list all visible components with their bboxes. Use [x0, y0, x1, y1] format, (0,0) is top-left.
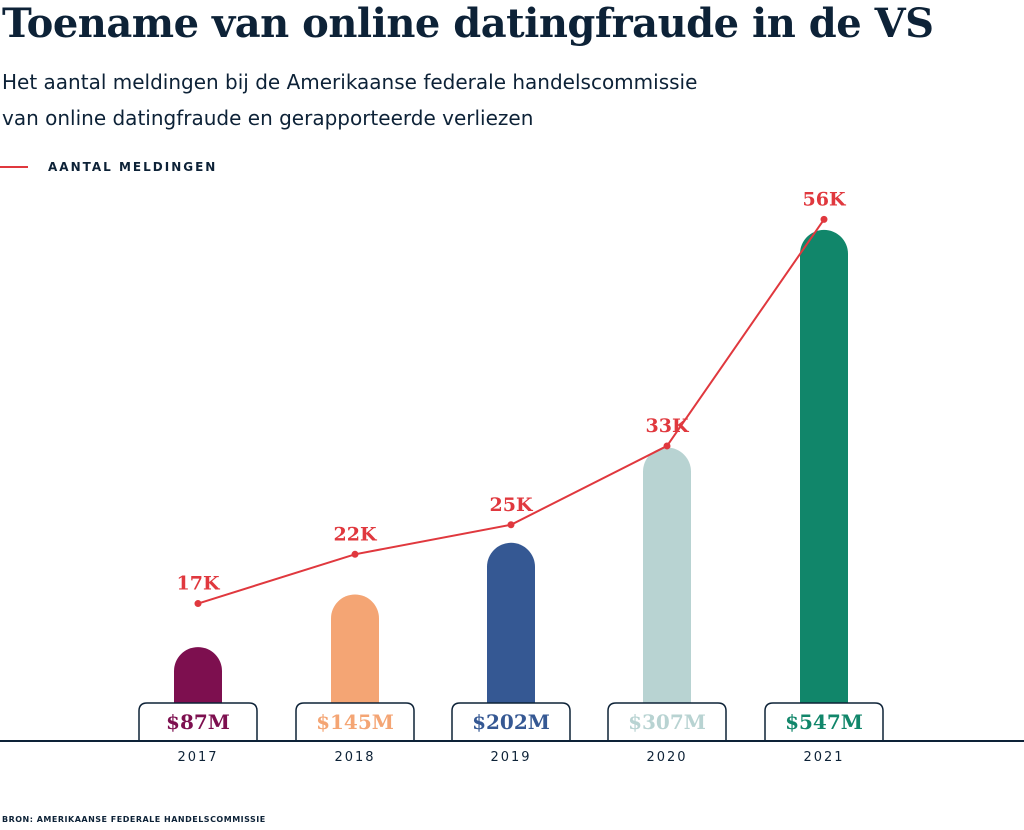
bar-value-label: $87M: [166, 710, 230, 734]
legend-label: AANTAL MELDINGEN: [48, 160, 218, 174]
x-tick-label: 2018: [334, 750, 375, 765]
x-tick-label: 2017: [177, 750, 218, 765]
bar-value-label: $145M: [316, 710, 394, 734]
line-point: [820, 215, 828, 223]
line-point: [663, 442, 671, 450]
subtitle-line-2: van online datingfraude en gerapporteerd…: [2, 106, 534, 130]
chart-title: Toename van online datingfraude in de VS: [2, 0, 934, 47]
x-tick-label: 2021: [803, 750, 844, 765]
bar: [800, 229, 848, 741]
bar-value-label: $547M: [785, 710, 863, 734]
bar-label-box: [607, 702, 727, 741]
bar-value-label: $307M: [628, 710, 706, 734]
bar: [487, 542, 535, 741]
line-point-label: 25K: [490, 494, 534, 516]
line-point-label: 33K: [646, 415, 690, 437]
line-point: [507, 521, 515, 529]
bar-label-box: [451, 702, 571, 741]
x-tick-label: 2020: [646, 750, 687, 765]
subtitle-line-1: Het aantal meldingen bij de Amerikaanse …: [2, 70, 698, 94]
bar-value-label: $202M: [472, 710, 550, 734]
bar-label-box: [764, 702, 884, 741]
line-point-label: 22K: [334, 523, 378, 545]
line-point-label: 56K: [803, 188, 847, 210]
bar: [643, 447, 691, 741]
source-note: BRON: AMERIKAANSE FEDERALE HANDELSCOMMIS…: [2, 815, 266, 824]
line-point: [194, 600, 202, 608]
bar-label-box: [138, 702, 258, 741]
bar-label-box: [295, 702, 415, 741]
legend: AANTAL MELDINGEN: [0, 160, 217, 174]
line-point: [351, 550, 359, 558]
line-point-label: 17K: [177, 573, 221, 595]
legend-line-swatch: [0, 166, 28, 168]
x-tick-label: 2019: [490, 750, 531, 765]
